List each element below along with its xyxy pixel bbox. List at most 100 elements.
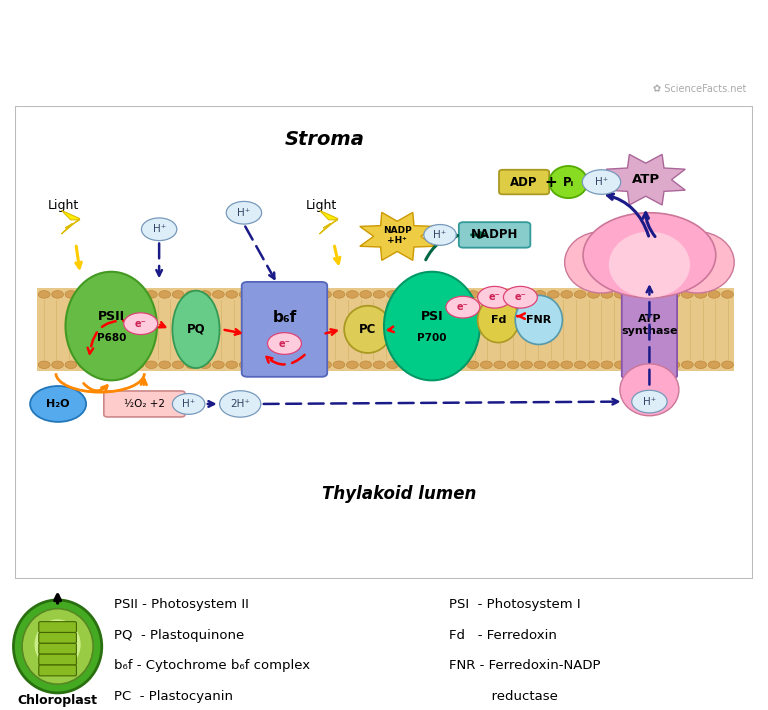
Circle shape xyxy=(132,361,144,368)
Circle shape xyxy=(722,290,733,298)
Circle shape xyxy=(226,361,237,368)
Ellipse shape xyxy=(65,272,157,381)
Circle shape xyxy=(548,361,559,368)
Circle shape xyxy=(507,361,519,368)
Circle shape xyxy=(51,361,64,368)
Circle shape xyxy=(668,361,680,368)
Text: ADP: ADP xyxy=(510,175,538,189)
Circle shape xyxy=(481,290,492,298)
Ellipse shape xyxy=(515,295,562,344)
Circle shape xyxy=(708,361,720,368)
Polygon shape xyxy=(359,212,435,261)
Text: FNR - Ferredoxin-NADP: FNR - Ferredoxin-NADP xyxy=(449,659,601,672)
Circle shape xyxy=(504,286,538,308)
Text: e⁻: e⁻ xyxy=(135,319,147,329)
Text: PQ: PQ xyxy=(187,323,205,336)
Circle shape xyxy=(446,296,480,318)
Circle shape xyxy=(78,361,91,368)
Circle shape xyxy=(467,290,478,298)
Circle shape xyxy=(507,290,519,298)
FancyBboxPatch shape xyxy=(38,665,76,676)
Circle shape xyxy=(213,361,224,368)
Circle shape xyxy=(253,290,264,298)
Ellipse shape xyxy=(172,290,220,368)
Circle shape xyxy=(199,361,211,368)
Circle shape xyxy=(454,361,465,368)
Circle shape xyxy=(494,361,505,368)
Circle shape xyxy=(386,290,399,298)
Circle shape xyxy=(373,361,385,368)
Text: Stroma: Stroma xyxy=(285,130,365,149)
Circle shape xyxy=(440,290,452,298)
Circle shape xyxy=(413,290,425,298)
Circle shape xyxy=(360,361,372,368)
Text: e⁻: e⁻ xyxy=(457,302,468,312)
Circle shape xyxy=(65,290,77,298)
Text: P680: P680 xyxy=(97,333,126,343)
Circle shape xyxy=(427,361,439,368)
Text: +: + xyxy=(545,175,557,190)
Circle shape xyxy=(494,290,505,298)
Circle shape xyxy=(454,290,465,298)
Ellipse shape xyxy=(549,166,588,198)
Circle shape xyxy=(220,391,261,417)
Circle shape xyxy=(199,290,211,298)
Text: e⁻: e⁻ xyxy=(488,293,501,302)
Circle shape xyxy=(632,391,667,413)
Circle shape xyxy=(400,290,412,298)
Circle shape xyxy=(582,170,621,195)
Polygon shape xyxy=(61,210,80,234)
Text: H⁺: H⁺ xyxy=(182,399,195,409)
Circle shape xyxy=(92,361,104,368)
Text: H⁺: H⁺ xyxy=(237,208,250,218)
Circle shape xyxy=(159,290,170,298)
Circle shape xyxy=(159,361,170,368)
Circle shape xyxy=(722,361,733,368)
Text: Thylakoid lumen: Thylakoid lumen xyxy=(322,485,476,503)
Circle shape xyxy=(386,361,399,368)
FancyBboxPatch shape xyxy=(15,106,753,579)
Circle shape xyxy=(346,290,358,298)
Circle shape xyxy=(280,361,291,368)
Circle shape xyxy=(360,290,372,298)
Text: H⁺: H⁺ xyxy=(595,177,608,187)
Circle shape xyxy=(240,361,251,368)
Circle shape xyxy=(306,361,318,368)
Ellipse shape xyxy=(564,231,638,293)
Circle shape xyxy=(681,361,694,368)
FancyBboxPatch shape xyxy=(38,622,76,633)
Ellipse shape xyxy=(609,231,690,297)
FancyBboxPatch shape xyxy=(499,170,549,195)
Circle shape xyxy=(319,361,332,368)
Circle shape xyxy=(614,290,626,298)
Text: Light: Light xyxy=(48,199,79,212)
Circle shape xyxy=(521,290,532,298)
Circle shape xyxy=(240,290,251,298)
Text: PSI  - Photosystem I: PSI - Photosystem I xyxy=(449,599,581,611)
Circle shape xyxy=(293,361,305,368)
Circle shape xyxy=(213,290,224,298)
Text: H₂O: H₂O xyxy=(46,399,70,409)
Circle shape xyxy=(654,361,667,368)
FancyBboxPatch shape xyxy=(458,222,531,248)
Circle shape xyxy=(440,361,452,368)
Text: FNR: FNR xyxy=(526,315,551,325)
Circle shape xyxy=(132,290,144,298)
Circle shape xyxy=(641,361,653,368)
Circle shape xyxy=(695,290,707,298)
FancyBboxPatch shape xyxy=(104,391,185,417)
Circle shape xyxy=(427,290,439,298)
Circle shape xyxy=(574,361,586,368)
Ellipse shape xyxy=(660,231,734,293)
FancyBboxPatch shape xyxy=(622,281,677,378)
Circle shape xyxy=(413,361,425,368)
Circle shape xyxy=(574,290,586,298)
Text: Fd: Fd xyxy=(491,315,506,325)
Circle shape xyxy=(548,290,559,298)
Circle shape xyxy=(172,290,184,298)
Circle shape xyxy=(119,361,131,368)
Circle shape xyxy=(319,290,332,298)
Text: Fd   - Ferredoxin: Fd - Ferredoxin xyxy=(449,628,558,642)
Text: PSII - Photosystem II: PSII - Photosystem II xyxy=(114,599,249,611)
Circle shape xyxy=(654,290,667,298)
